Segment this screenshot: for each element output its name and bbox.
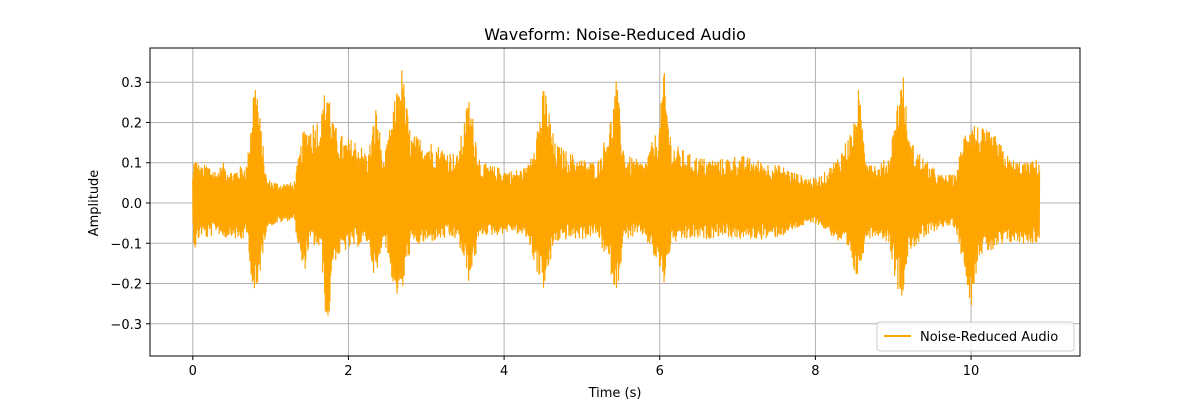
y-tick-label: −0.3 xyxy=(110,318,142,333)
y-tick-label: −0.1 xyxy=(110,237,142,252)
legend-box xyxy=(876,321,1075,352)
x-tick-label: 2 xyxy=(344,364,352,379)
y-tick-label: 0.1 xyxy=(121,157,142,172)
plot-area xyxy=(192,70,1041,316)
y-tick-label: 0.0 xyxy=(121,197,142,212)
legend: Noise-Reduced Audio xyxy=(876,321,1075,352)
waveform-series-line xyxy=(192,70,1041,316)
axes-frame xyxy=(149,47,1081,357)
x-tick-label: 0 xyxy=(189,364,197,379)
axes-border xyxy=(149,47,1081,357)
x-tick-label: 8 xyxy=(811,364,819,379)
y-axis-label: Amplitude xyxy=(87,170,102,237)
legend-label: Noise-Reduced Audio xyxy=(920,330,1058,345)
y-tick-label: 0.2 xyxy=(121,116,142,131)
chart-title: Waveform: Noise-Reduced Audio xyxy=(484,25,746,44)
x-axis: 0 2 4 6 8 10 xyxy=(189,356,980,379)
x-tick-label: 10 xyxy=(963,364,980,379)
y-tick-label: 0.3 xyxy=(121,76,142,91)
y-axis: −0.3 −0.2 −0.1 0.0 0.1 0.2 0.3 xyxy=(110,76,150,333)
x-axis-label: Time (s) xyxy=(588,386,642,400)
x-tick-label: 6 xyxy=(656,364,664,379)
x-tick-label: 4 xyxy=(500,364,508,379)
y-tick-label: −0.2 xyxy=(110,278,142,293)
